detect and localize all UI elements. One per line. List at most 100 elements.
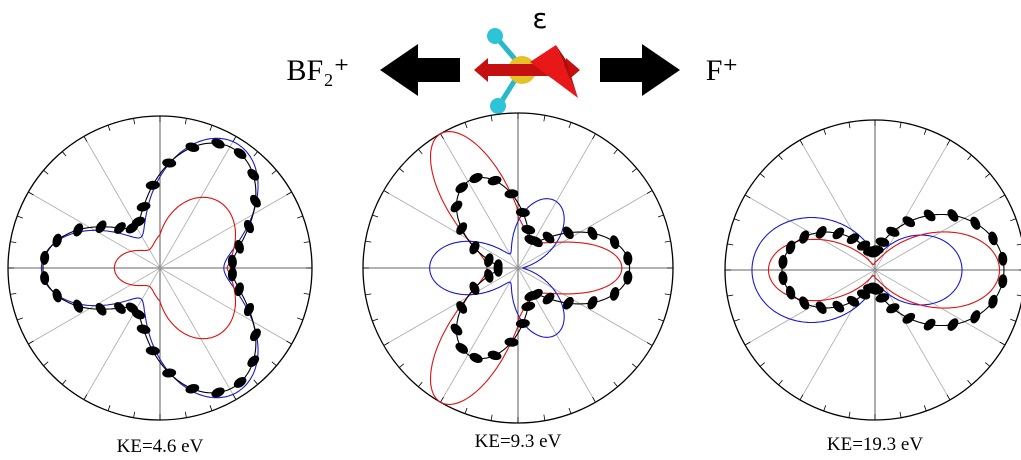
data-point [71, 222, 85, 238]
data-point [504, 337, 519, 347]
data-point [51, 288, 63, 304]
polar-tick [297, 318, 303, 320]
polar-tick [441, 134, 444, 139]
polar-tick [10, 293, 16, 294]
polar-tick [418, 149, 422, 154]
polar-tick [491, 115, 492, 121]
data-point [778, 255, 788, 270]
polar-tick [900, 122, 901, 128]
polar-tick [17, 216, 23, 218]
polar-tick [84, 394, 87, 399]
arrow-right [600, 44, 680, 96]
polar-tick [365, 241, 371, 242]
polar-tick [233, 136, 236, 141]
polar-tick [304, 293, 310, 294]
polar-tick [441, 397, 444, 402]
polar-tick [985, 363, 990, 367]
data-point [778, 271, 788, 286]
polar-tick [745, 195, 750, 198]
polar-tick [491, 415, 492, 421]
polar-tick [185, 412, 186, 418]
polar-tick [734, 219, 740, 221]
polar-tick [760, 174, 765, 178]
data-point [921, 316, 937, 332]
polar-tick [272, 170, 277, 174]
polar-tick [254, 152, 258, 157]
polar-tick [727, 244, 733, 245]
field-label: ε [532, 2, 547, 35]
data-point [483, 252, 495, 268]
polar-tick [254, 380, 258, 385]
polar-tick [399, 168, 404, 172]
polar-tick [849, 412, 850, 418]
data-point [468, 171, 484, 185]
polar-tick [800, 140, 803, 145]
polar-tick [399, 364, 404, 368]
polar-tick [10, 242, 16, 243]
polar-tick [824, 129, 826, 135]
polar-tick [569, 122, 571, 128]
panel-label: KE=9.3 eV [475, 431, 562, 452]
polar-tick [372, 319, 378, 321]
data-point [608, 286, 620, 302]
polar-tick [665, 294, 671, 295]
polar-tick [734, 319, 740, 321]
polar-tick [779, 380, 783, 385]
polar-tick [286, 192, 291, 195]
polar-tick [593, 397, 596, 402]
polar-tick [17, 318, 23, 320]
polar-tick [418, 382, 422, 387]
polar-tick [304, 242, 310, 243]
polar-tick [84, 136, 87, 141]
polar-tick [134, 412, 135, 418]
polar-tick [900, 412, 901, 418]
polar-tick [647, 191, 652, 194]
data-point [71, 298, 85, 314]
polar-tick [233, 394, 236, 399]
data-point [921, 207, 937, 223]
polar-tick [134, 118, 135, 124]
polar-tick [665, 241, 671, 242]
polar-tick [593, 134, 596, 139]
polar-tick [210, 405, 212, 411]
polar-tick [44, 362, 49, 366]
polar-tick [658, 319, 664, 321]
data-point [608, 234, 620, 250]
polar-tick [272, 362, 277, 366]
data-point [51, 233, 63, 249]
data-point [945, 316, 960, 333]
polar-tick [62, 380, 66, 385]
data-point [468, 351, 484, 365]
data-point [487, 349, 503, 361]
data-point [454, 220, 469, 237]
data-point [504, 189, 519, 199]
polar-tick [544, 115, 545, 121]
data-point [245, 167, 261, 183]
polar-tick [947, 140, 950, 145]
right-label: F⁺ [706, 54, 739, 87]
data-point [232, 146, 249, 161]
polar-tick [1010, 319, 1016, 321]
polar-tick [968, 380, 972, 385]
data-point [945, 207, 960, 224]
data-point [797, 295, 811, 311]
data-point [245, 353, 261, 369]
data-point [162, 368, 177, 378]
polar-tick [727, 295, 733, 296]
data-point [184, 141, 200, 153]
data-point [184, 383, 200, 395]
polar-tick [1017, 244, 1021, 245]
polar-tick [947, 395, 950, 400]
data-point [40, 251, 50, 266]
polar-tick [384, 191, 389, 194]
data-point [797, 229, 811, 245]
polar-tick [28, 192, 33, 195]
panel-label: KE=4.6 eV [117, 436, 204, 457]
polar-tick [62, 152, 66, 157]
polar-tick [465, 408, 467, 414]
polar-tick [760, 363, 765, 367]
polar-tick [286, 341, 291, 344]
polar-tick [849, 122, 850, 128]
data-point [483, 268, 495, 284]
polar-tick [297, 216, 303, 218]
